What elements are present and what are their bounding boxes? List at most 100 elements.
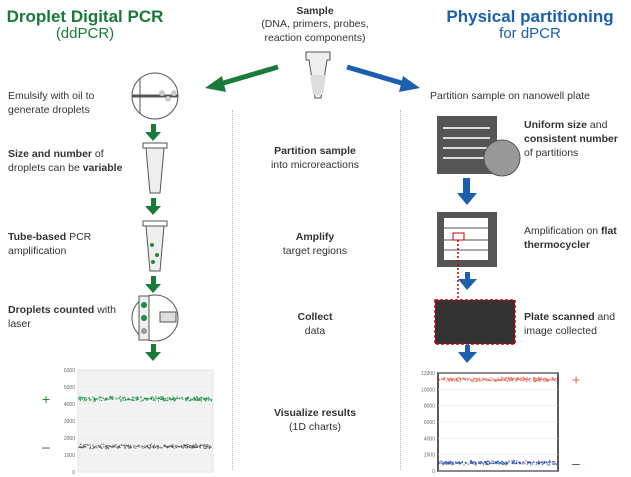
data-point — [180, 446, 182, 448]
data-point — [482, 464, 485, 466]
data-point — [541, 460, 543, 462]
data-point — [190, 399, 192, 402]
data-point — [492, 462, 495, 464]
data-point — [489, 379, 491, 381]
data-point — [166, 397, 169, 399]
data-point — [545, 377, 547, 380]
data-point — [193, 446, 196, 448]
laser-reader-icon — [131, 294, 179, 342]
data-point — [148, 447, 150, 449]
data-point — [186, 399, 189, 401]
data-point — [520, 463, 522, 465]
data-point — [534, 377, 536, 380]
data-point — [477, 379, 479, 382]
data-point — [486, 460, 489, 462]
data-point — [196, 398, 198, 400]
data-point — [511, 379, 514, 382]
data-point — [512, 377, 515, 380]
data-point — [95, 398, 97, 400]
data-point — [487, 378, 489, 380]
data-point — [154, 446, 157, 449]
data-point — [535, 461, 538, 464]
data-point — [196, 445, 199, 447]
series-label: + — [572, 372, 580, 388]
right-step-1: Partition sample on nanowell plate — [430, 90, 590, 102]
data-point — [447, 378, 450, 380]
data-point — [503, 463, 505, 465]
data-point — [537, 461, 539, 463]
data-point — [208, 447, 211, 449]
data-point — [199, 398, 201, 400]
data-point — [545, 380, 548, 383]
data-point — [123, 396, 126, 399]
data-point — [447, 463, 449, 465]
data-point — [85, 446, 87, 448]
data-point — [205, 400, 207, 402]
data-point — [536, 379, 538, 382]
data-point — [523, 378, 526, 380]
data-point — [449, 463, 451, 465]
data-point — [498, 463, 500, 465]
y-tick-label: 5000 — [64, 385, 75, 391]
data-point — [78, 396, 80, 398]
data-point — [475, 378, 478, 380]
data-point — [207, 396, 210, 398]
data-point — [545, 379, 547, 381]
data-point — [175, 445, 177, 447]
data-point — [186, 445, 189, 448]
data-point — [510, 376, 512, 379]
data-point — [472, 380, 474, 382]
data-point — [182, 398, 184, 400]
data-point — [116, 398, 118, 401]
data-point — [526, 461, 529, 463]
data-point — [520, 380, 522, 382]
data-point — [99, 445, 101, 447]
data-point — [440, 462, 442, 464]
data-point — [538, 376, 540, 378]
data-point — [549, 461, 552, 464]
nanowell-plate-icon — [437, 116, 521, 177]
left-step-3: Tube-based PCR amplification — [8, 231, 92, 257]
data-point — [139, 446, 141, 448]
data-point — [89, 444, 91, 446]
data-point — [112, 396, 114, 398]
data-point — [555, 378, 558, 380]
data-point — [473, 461, 475, 463]
data-point — [513, 463, 516, 465]
data-point — [512, 462, 514, 464]
data-point — [496, 460, 498, 462]
data-point — [541, 378, 544, 381]
data-point — [451, 464, 453, 466]
data-point — [123, 445, 126, 447]
data-point — [474, 380, 477, 383]
data-point — [98, 397, 100, 399]
data-point — [475, 464, 477, 466]
data-point — [504, 378, 506, 380]
data-point — [188, 396, 190, 398]
data-point — [98, 399, 101, 401]
data-point — [526, 463, 529, 465]
data-point — [147, 398, 150, 400]
data-point — [478, 462, 480, 464]
data-point — [206, 446, 209, 448]
data-point — [464, 377, 466, 380]
data-point — [470, 462, 472, 464]
data-point — [117, 447, 119, 449]
data-point — [525, 380, 528, 382]
data-point — [532, 461, 534, 463]
data-point — [490, 377, 492, 379]
data-point — [190, 444, 192, 447]
data-point — [200, 400, 203, 402]
data-point — [99, 395, 101, 398]
data-point — [506, 380, 509, 382]
data-point — [511, 378, 513, 381]
data-point — [535, 464, 537, 466]
data-point — [122, 399, 124, 401]
data-point — [161, 447, 163, 449]
data-point — [103, 446, 105, 448]
data-point — [168, 446, 170, 448]
data-point — [481, 379, 484, 381]
data-point — [158, 397, 160, 400]
data-point — [192, 445, 194, 448]
